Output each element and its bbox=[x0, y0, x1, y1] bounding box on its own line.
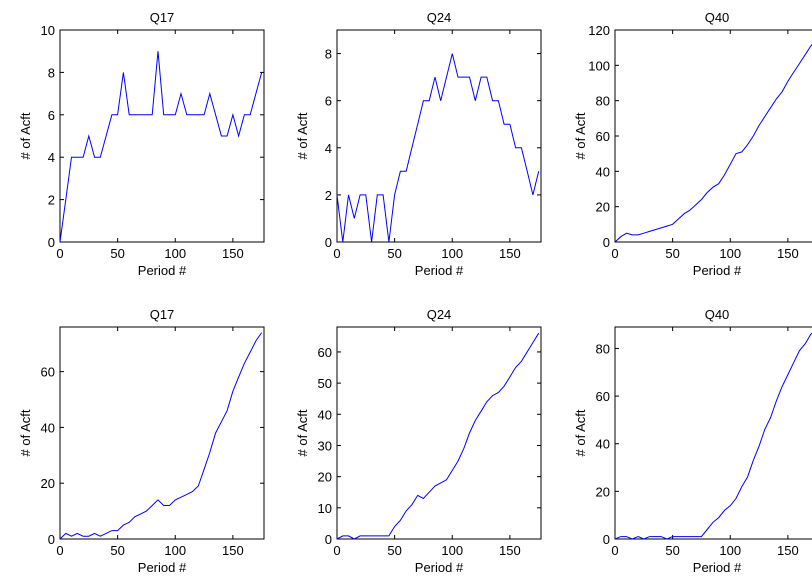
x-axis-label: Period # bbox=[415, 560, 464, 575]
subplot-title: Q17 bbox=[150, 307, 175, 322]
data-line bbox=[336, 332, 540, 540]
y-tick-label: 8 bbox=[325, 47, 332, 62]
y-tick-label: 60 bbox=[596, 389, 610, 404]
plot-area bbox=[59, 29, 265, 243]
x-axis-label: Period # bbox=[693, 560, 742, 575]
x-tick-label: 0 bbox=[333, 543, 340, 558]
x-tick-label: 50 bbox=[110, 543, 124, 558]
y-tick-label: 4 bbox=[325, 141, 332, 156]
x-axis-label: Period # bbox=[415, 263, 464, 278]
x-tick-label: 150 bbox=[222, 543, 244, 558]
y-tick-label: 0 bbox=[603, 235, 610, 250]
subplot-title: Q24 bbox=[427, 307, 452, 322]
y-axis-label: # of Acft bbox=[295, 112, 310, 159]
x-tick-label: 50 bbox=[110, 246, 124, 261]
y-axis-label: # of Acft bbox=[18, 409, 33, 456]
y-tick-label: 20 bbox=[596, 200, 610, 215]
plot-area bbox=[614, 29, 812, 243]
y-tick-label: 120 bbox=[588, 23, 610, 38]
y-tick-label: 60 bbox=[41, 365, 55, 380]
x-tick-label: 100 bbox=[441, 543, 463, 558]
x-tick-label: 50 bbox=[387, 246, 401, 261]
y-axis-label: # of Acft bbox=[18, 112, 33, 159]
x-tick-label: 50 bbox=[665, 246, 679, 261]
y-tick-label: 2 bbox=[48, 193, 55, 208]
x-tick-label: 0 bbox=[56, 543, 63, 558]
y-tick-label: 40 bbox=[318, 407, 332, 422]
y-tick-label: 6 bbox=[325, 94, 332, 109]
data-line bbox=[59, 332, 263, 540]
x-tick-label: 100 bbox=[441, 246, 463, 261]
y-tick-label: 60 bbox=[318, 345, 332, 360]
y-axis-label: # of Acft bbox=[573, 112, 588, 159]
x-tick-label: 100 bbox=[719, 543, 741, 558]
y-tick-label: 20 bbox=[596, 484, 610, 499]
x-tick-label: 50 bbox=[387, 543, 401, 558]
x-tick-label: 150 bbox=[499, 246, 521, 261]
y-tick-label: 0 bbox=[48, 532, 55, 547]
x-axis-label: Period # bbox=[138, 560, 187, 575]
x-tick-label: 150 bbox=[777, 543, 799, 558]
y-tick-label: 0 bbox=[325, 532, 332, 547]
y-tick-label: 60 bbox=[596, 129, 610, 144]
y-tick-label: 0 bbox=[603, 532, 610, 547]
plot-area bbox=[614, 326, 812, 540]
y-tick-label: 0 bbox=[325, 235, 332, 250]
y-tick-label: 40 bbox=[596, 164, 610, 179]
y-tick-label: 0 bbox=[48, 235, 55, 250]
y-axis-label: # of Acft bbox=[573, 409, 588, 456]
data-line bbox=[336, 53, 540, 243]
x-tick-label: 0 bbox=[333, 246, 340, 261]
x-tick-label: 100 bbox=[164, 246, 186, 261]
y-axis-label: # of Acft bbox=[295, 409, 310, 456]
x-tick-label: 0 bbox=[611, 543, 618, 558]
x-tick-label: 150 bbox=[777, 246, 799, 261]
y-tick-label: 20 bbox=[41, 476, 55, 491]
y-tick-label: 80 bbox=[596, 94, 610, 109]
subplot-title: Q24 bbox=[427, 10, 452, 25]
plot-area bbox=[336, 29, 542, 243]
plot-area bbox=[336, 326, 542, 540]
x-tick-label: 150 bbox=[222, 246, 244, 261]
y-tick-label: 6 bbox=[48, 108, 55, 123]
x-tick-label: 50 bbox=[665, 543, 679, 558]
data-line bbox=[59, 51, 263, 243]
subplot-title: Q40 bbox=[705, 10, 730, 25]
x-tick-label: 0 bbox=[611, 246, 618, 261]
y-tick-label: 40 bbox=[41, 420, 55, 435]
y-tick-label: 20 bbox=[318, 470, 332, 485]
y-tick-label: 4 bbox=[48, 150, 55, 165]
data-line bbox=[614, 43, 812, 243]
subplot: 0 10 20 30 40 50 60 0 50 100 150 Q24 Period # # of Ac… bbox=[295, 307, 542, 575]
y-tick-label: 30 bbox=[318, 438, 332, 453]
x-tick-label: 150 bbox=[499, 543, 521, 558]
subplot: 0 20 40 60 80 100 120 0 50 100 150 Q40 Period # # of … bbox=[573, 10, 812, 278]
y-tick-label: 50 bbox=[318, 376, 332, 391]
subplot: 0 20 40 60 80 0 50 100 150 Q40 Period # # of Acft bbox=[573, 307, 812, 575]
x-axis-label: Period # bbox=[138, 263, 187, 278]
x-tick-label: 100 bbox=[164, 543, 186, 558]
data-line bbox=[614, 332, 812, 540]
subplot: 0 2 4 6 8 0 50 100 150 Q24 Period # # of Acft bbox=[295, 10, 542, 278]
y-tick-label: 2 bbox=[325, 188, 332, 203]
subplot: 0 20 40 60 0 50 100 150 Q17 Period # # of Acft bbox=[18, 307, 265, 575]
x-axis-label: Period # bbox=[693, 263, 742, 278]
y-tick-label: 10 bbox=[318, 501, 332, 516]
y-tick-label: 100 bbox=[588, 58, 610, 73]
y-tick-label: 40 bbox=[596, 437, 610, 452]
x-tick-label: 0 bbox=[56, 246, 63, 261]
y-tick-label: 10 bbox=[41, 23, 55, 38]
plot-area bbox=[59, 326, 265, 540]
x-tick-label: 100 bbox=[719, 246, 741, 261]
subplot-title: Q40 bbox=[705, 307, 730, 322]
subplot-title: Q17 bbox=[150, 10, 175, 25]
y-tick-label: 8 bbox=[48, 65, 55, 80]
y-tick-label: 80 bbox=[596, 341, 610, 356]
